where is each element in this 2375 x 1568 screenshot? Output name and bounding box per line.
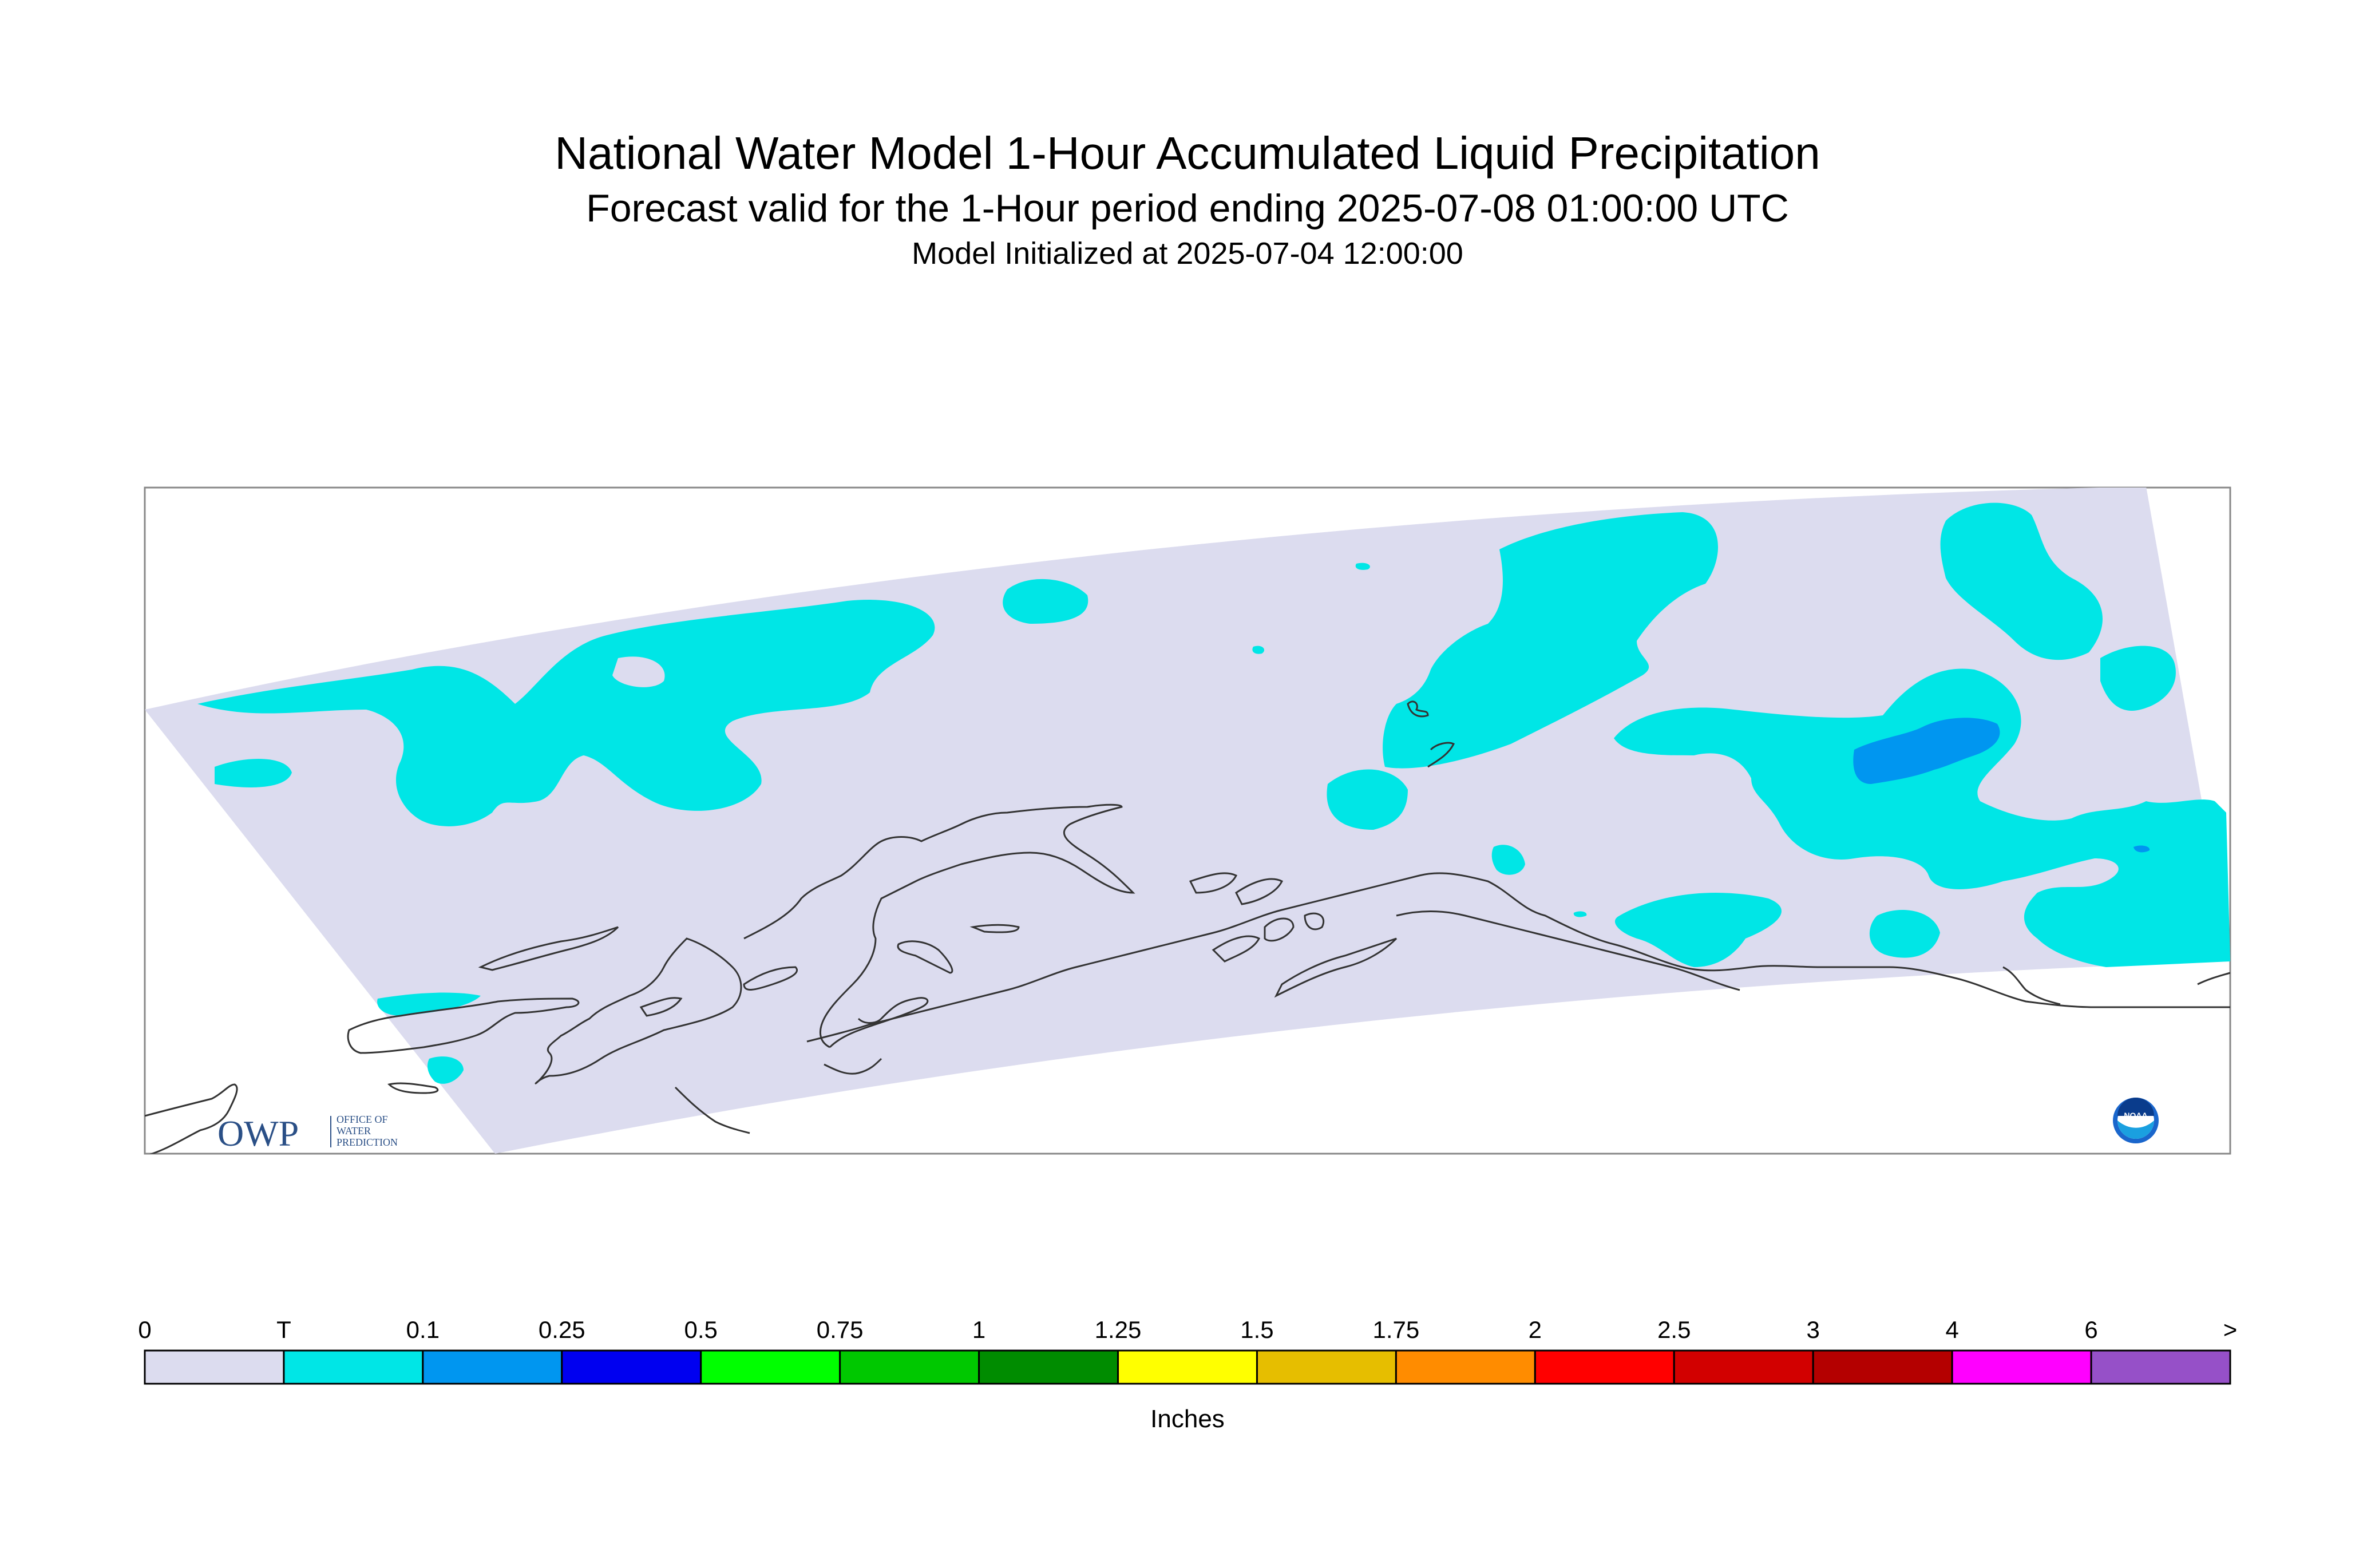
noaa-logo: NOAA: [2113, 1098, 2159, 1143]
map-title: National Water Model 1-Hour Accumulated …: [555, 128, 1820, 179]
owp-text-3: PREDICTION: [337, 1137, 398, 1148]
legend-swatch: [1117, 1349, 1258, 1385]
legend-colorbar: [144, 1349, 2231, 1385]
legend-swatch: [1534, 1349, 1675, 1385]
noaa-text: NOAA: [2124, 1111, 2147, 1120]
init-time: Model Initialized at 2025-07-04 12:00:00: [912, 236, 1463, 271]
owp-mark: OWP: [217, 1113, 299, 1154]
legend-swatch: [1673, 1349, 1814, 1385]
legend-swatch: [561, 1349, 702, 1385]
owp-text-2: WATER: [337, 1125, 371, 1137]
legend-units: Inches: [1150, 1405, 1225, 1433]
legend-swatch: [422, 1349, 563, 1385]
legend-swatch: [1812, 1349, 1953, 1385]
owp-text-1: OFFICE OF: [337, 1114, 388, 1125]
legend-swatch: [839, 1349, 980, 1385]
trace-precip-areas: [197, 502, 2230, 1084]
map-subtitle: Forecast valid for the 1-Hour period end…: [586, 187, 1789, 230]
legend-swatch: [1395, 1349, 1536, 1385]
legend-swatch: [283, 1349, 424, 1385]
legend-swatch: [1951, 1349, 2092, 1385]
coastlines: [145, 700, 2230, 1154]
legend-swatch: [2090, 1349, 2231, 1385]
legend-swatch: [1256, 1349, 1397, 1385]
legend-swatch: [978, 1349, 1119, 1385]
legend-swatch: [700, 1349, 841, 1385]
legend-swatch: [144, 1349, 285, 1385]
light-precip-areas: [1853, 718, 2150, 853]
owp-logo: OWP OFFICE OF WATER PREDICTION: [217, 1113, 398, 1154]
